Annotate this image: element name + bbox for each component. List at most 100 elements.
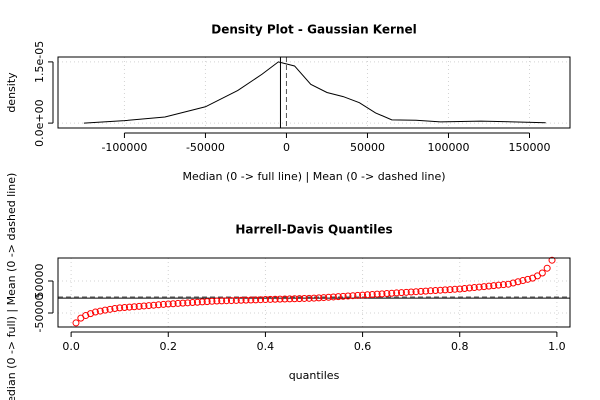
quantile-point xyxy=(174,299,182,307)
quantile-point xyxy=(446,286,454,294)
y-tick-label: 50000 xyxy=(33,264,46,299)
quantile-point xyxy=(111,305,119,313)
quantile-point xyxy=(334,293,342,301)
quantile-point xyxy=(116,304,124,312)
x-tick-label: 1.0 xyxy=(548,340,566,353)
quantile-point xyxy=(436,286,444,294)
x-tick-label: 0.4 xyxy=(257,340,275,353)
quantile-point xyxy=(193,298,201,306)
quantile-point xyxy=(169,300,177,308)
quantile-point xyxy=(490,282,498,290)
quantile-point xyxy=(354,291,362,299)
quantile-point xyxy=(271,295,279,303)
quantile-point xyxy=(359,291,367,299)
x-tick-label: 0.6 xyxy=(354,340,372,353)
chart-title: Density Plot - Gaussian Kernel xyxy=(211,23,417,37)
quantile-point xyxy=(300,294,308,302)
quantile-point xyxy=(378,290,386,298)
quantile-point xyxy=(397,289,405,297)
quantile-point xyxy=(218,297,226,305)
quantile-point xyxy=(475,283,483,291)
x-tick-label: -100000 xyxy=(101,141,147,154)
x-tick-label: 0.8 xyxy=(451,340,469,353)
quantile-point xyxy=(548,256,556,264)
y-axis-label: Median (0 -> full) | Mean (0 -> dashed l… xyxy=(5,173,18,400)
quantile-point xyxy=(480,283,488,291)
x-tick-label: 0.0 xyxy=(62,340,80,353)
quantile-point xyxy=(257,296,265,304)
quantile-point xyxy=(524,275,532,283)
quantile-point xyxy=(198,298,206,306)
x-tick-label: 0 xyxy=(283,141,290,154)
quantile-point xyxy=(150,301,158,309)
quantile-point xyxy=(339,292,347,300)
quantile-point xyxy=(373,290,381,298)
quantile-point xyxy=(91,308,99,316)
y-tick-label: -50000 xyxy=(33,294,46,333)
quantile-point xyxy=(538,269,546,277)
quantile-point xyxy=(223,297,231,305)
quantile-point xyxy=(164,300,172,308)
quantile-point xyxy=(470,284,478,292)
quantile-point xyxy=(276,295,284,303)
quantile-point xyxy=(184,299,192,307)
quantile-point xyxy=(427,287,435,295)
x-axis-label: quantiles xyxy=(289,369,340,382)
quantile-point xyxy=(349,292,357,300)
quantile-point xyxy=(159,300,167,308)
quantile-point xyxy=(504,280,512,288)
quantile-point xyxy=(441,286,449,294)
quantile-point xyxy=(87,310,95,318)
quantile-point xyxy=(121,303,129,311)
x-tick-label: -50000 xyxy=(186,141,225,154)
quantile-point xyxy=(96,307,104,315)
quantile-point xyxy=(383,290,391,298)
quantile-point xyxy=(325,293,333,301)
x-tick-label: 150000 xyxy=(508,141,550,154)
quantile-point xyxy=(266,295,274,303)
quantile-point xyxy=(456,285,464,293)
quantile-point xyxy=(227,297,235,305)
quantile-point xyxy=(499,281,507,289)
quantile-point xyxy=(363,291,371,299)
quantile-point xyxy=(368,290,376,298)
quantile-point xyxy=(402,288,410,296)
quantile-point xyxy=(125,303,133,311)
quantile-point xyxy=(495,281,503,289)
quantile-point xyxy=(388,289,396,297)
quantile-point xyxy=(208,297,216,305)
quantile-point xyxy=(72,319,80,327)
quantile-point xyxy=(465,284,473,292)
quantile-point xyxy=(461,285,469,293)
quantile-point xyxy=(509,279,517,287)
chart-title: Harrell-Davis Quantiles xyxy=(235,223,392,237)
y-tick-label: 0.0e+00 xyxy=(33,99,46,146)
quantile-point xyxy=(106,305,114,313)
quantile-point xyxy=(485,282,493,290)
quantile-point xyxy=(315,294,323,302)
y-axis-label: density xyxy=(5,72,18,113)
x-tick-label: 50000 xyxy=(350,141,385,154)
quantile-point xyxy=(130,303,138,311)
x-axis-label: Median (0 -> full line) | Mean (0 -> das… xyxy=(182,170,445,183)
quantile-point xyxy=(417,287,425,295)
quantile-point xyxy=(320,294,328,302)
quantile-point xyxy=(261,296,269,304)
quantile-point xyxy=(101,306,109,314)
quantile-point xyxy=(247,296,255,304)
quantile-point xyxy=(286,295,294,303)
quantile-point xyxy=(329,293,337,301)
quantile-point xyxy=(412,288,420,296)
quantile-point xyxy=(213,297,221,305)
quantile-point xyxy=(451,285,459,293)
quantile-point xyxy=(203,298,211,306)
quantile-point xyxy=(135,302,143,310)
x-tick-label: 100000 xyxy=(427,141,469,154)
quantile-point xyxy=(514,278,522,286)
x-tick-label: 0.2 xyxy=(160,340,178,353)
plot-frame xyxy=(57,56,571,129)
quantile-point xyxy=(295,295,303,303)
quantile-point xyxy=(393,289,401,297)
